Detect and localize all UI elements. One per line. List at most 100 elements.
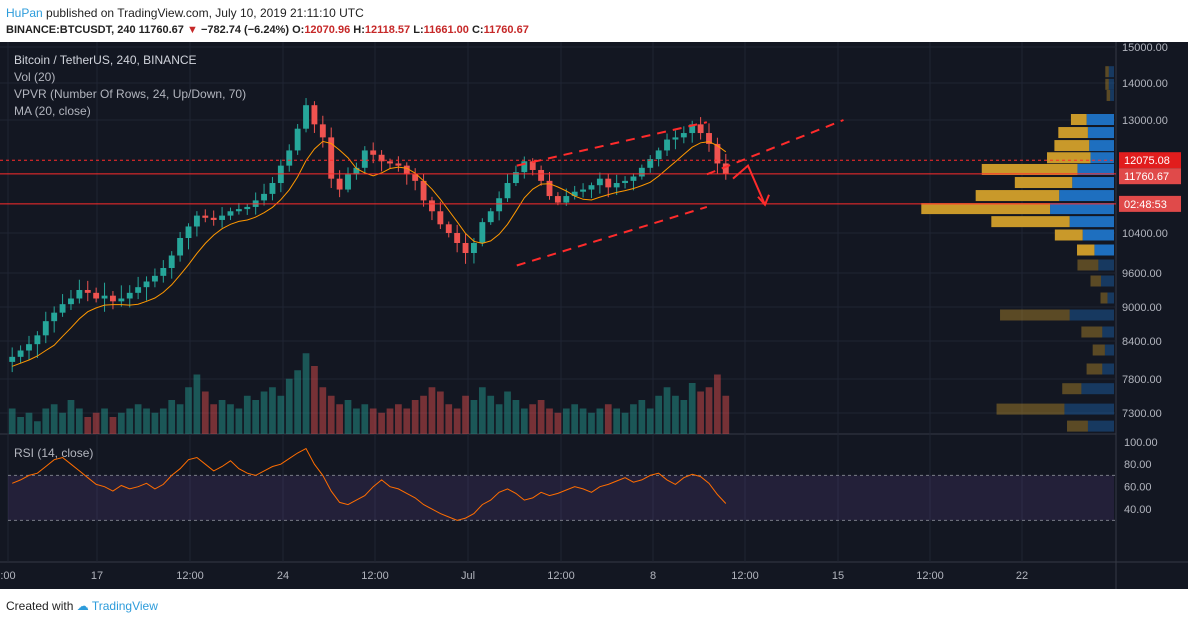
candle-body[interactable] bbox=[118, 298, 125, 302]
candle-body[interactable] bbox=[496, 198, 503, 212]
candle-body[interactable] bbox=[504, 183, 511, 199]
candle-body[interactable] bbox=[42, 321, 49, 336]
volume-bar bbox=[17, 417, 24, 434]
candle-body[interactable] bbox=[512, 172, 519, 184]
candle-body[interactable] bbox=[630, 176, 637, 181]
candle-body[interactable] bbox=[353, 167, 360, 175]
candle-body[interactable] bbox=[219, 215, 226, 220]
candle-body[interactable] bbox=[529, 161, 536, 170]
candle-body[interactable] bbox=[706, 133, 712, 144]
candle-body[interactable] bbox=[84, 290, 91, 293]
candle-body[interactable] bbox=[17, 350, 24, 357]
price-axis[interactable]: 15000.00 14000.00 13000.00 10400.00 9600.00 9… bbox=[1119, 42, 1181, 420]
candle-body[interactable] bbox=[445, 224, 452, 233]
candle-body[interactable] bbox=[51, 312, 58, 322]
candle-body[interactable] bbox=[26, 344, 32, 351]
candle-body[interactable] bbox=[689, 124, 696, 134]
candle-body[interactable] bbox=[244, 206, 251, 210]
volume-bar bbox=[562, 408, 570, 434]
candle-body[interactable] bbox=[9, 356, 16, 362]
candle-body[interactable] bbox=[697, 124, 704, 134]
time-axis[interactable]: :00 17 12:00 24 12:00 Jul 12:00 8 12:00 15 12:00 22 bbox=[0, 570, 1028, 582]
candle-body[interactable] bbox=[672, 137, 679, 140]
candle-body[interactable] bbox=[370, 150, 377, 155]
candle-body[interactable] bbox=[68, 298, 74, 305]
candle-body[interactable] bbox=[101, 295, 108, 299]
candle-body[interactable] bbox=[126, 292, 133, 299]
candle-body[interactable] bbox=[722, 163, 729, 174]
candle-body[interactable] bbox=[311, 105, 318, 125]
candle-body[interactable] bbox=[387, 161, 393, 164]
candle-body[interactable] bbox=[538, 169, 545, 181]
candle-body[interactable] bbox=[160, 268, 167, 276]
volume-bar bbox=[227, 404, 234, 434]
candle-body[interactable] bbox=[403, 165, 410, 175]
candle-body[interactable] bbox=[135, 287, 142, 293]
candle-body[interactable] bbox=[210, 217, 217, 220]
candle-body[interactable] bbox=[429, 200, 435, 212]
candle-body[interactable] bbox=[563, 196, 570, 203]
candle-body[interactable] bbox=[605, 178, 612, 188]
candle-body[interactable] bbox=[714, 143, 721, 164]
candle-body[interactable] bbox=[437, 211, 444, 225]
candle-body[interactable] bbox=[613, 183, 620, 188]
candle-body[interactable] bbox=[580, 189, 587, 192]
candle-body[interactable] bbox=[571, 191, 578, 197]
projection-arrow[interactable] bbox=[732, 163, 766, 206]
projection-line[interactable] bbox=[706, 119, 844, 176]
candle-body[interactable] bbox=[479, 222, 486, 243]
candle-body[interactable] bbox=[638, 167, 645, 177]
candle-body[interactable] bbox=[328, 137, 335, 179]
trading-chart[interactable]: 15000.00 14000.00 13000.00 10400.00 9600.00 9… bbox=[0, 42, 1188, 589]
candle-body[interactable] bbox=[647, 159, 654, 168]
candle-body[interactable] bbox=[420, 180, 427, 201]
candle-body[interactable] bbox=[185, 226, 192, 238]
candle-body[interactable] bbox=[361, 150, 368, 168]
candle-body[interactable] bbox=[59, 304, 66, 313]
candle-body[interactable] bbox=[269, 183, 276, 194]
candle-body[interactable] bbox=[303, 105, 309, 129]
candle-body[interactable] bbox=[395, 163, 402, 166]
candle-body[interactable] bbox=[336, 178, 343, 190]
candle-body[interactable] bbox=[454, 233, 461, 243]
candle-body[interactable] bbox=[471, 243, 477, 253]
candle-body[interactable] bbox=[462, 243, 469, 253]
candle-body[interactable] bbox=[93, 292, 100, 299]
brand-link[interactable]: TradingView bbox=[91, 599, 158, 613]
candle-body[interactable] bbox=[168, 255, 175, 269]
candle-body[interactable] bbox=[546, 180, 553, 197]
candle-body[interactable] bbox=[487, 211, 494, 223]
candle-body[interactable] bbox=[521, 161, 528, 173]
candle-body[interactable] bbox=[110, 295, 116, 302]
candle-body[interactable] bbox=[227, 211, 234, 216]
vpvr-up-bar bbox=[1108, 66, 1114, 78]
candle-body[interactable] bbox=[294, 128, 301, 151]
candle-body[interactable] bbox=[378, 154, 385, 162]
candle-body[interactable] bbox=[664, 139, 670, 151]
candle-body[interactable] bbox=[286, 150, 293, 166]
vpvr-up-bar bbox=[1081, 383, 1114, 395]
candle-body[interactable] bbox=[143, 281, 150, 288]
candle-body[interactable] bbox=[76, 290, 83, 299]
candle-body[interactable] bbox=[34, 335, 41, 345]
candle-body[interactable] bbox=[596, 178, 603, 186]
candle-body[interactable] bbox=[655, 150, 662, 160]
candle-body[interactable] bbox=[319, 124, 326, 138]
candle-body[interactable] bbox=[151, 275, 158, 282]
candle-body[interactable] bbox=[177, 238, 184, 256]
candle-body[interactable] bbox=[202, 215, 209, 218]
candle-body[interactable] bbox=[680, 133, 687, 138]
candle-body[interactable] bbox=[622, 180, 628, 184]
candle-body[interactable] bbox=[193, 215, 200, 227]
channel-upper-line[interactable] bbox=[516, 121, 708, 167]
candle-body[interactable] bbox=[554, 196, 561, 203]
channel-lower-line[interactable] bbox=[516, 205, 708, 267]
trend-drawings[interactable] bbox=[0, 119, 1116, 267]
author-link[interactable]: HuPan bbox=[6, 6, 43, 20]
candle-body[interactable] bbox=[345, 174, 351, 190]
candle-body[interactable] bbox=[588, 185, 595, 190]
candle-body[interactable] bbox=[235, 209, 242, 212]
candle-body[interactable] bbox=[261, 193, 267, 201]
candle-body[interactable] bbox=[412, 174, 419, 181]
candlesticks[interactable] bbox=[9, 98, 729, 373]
